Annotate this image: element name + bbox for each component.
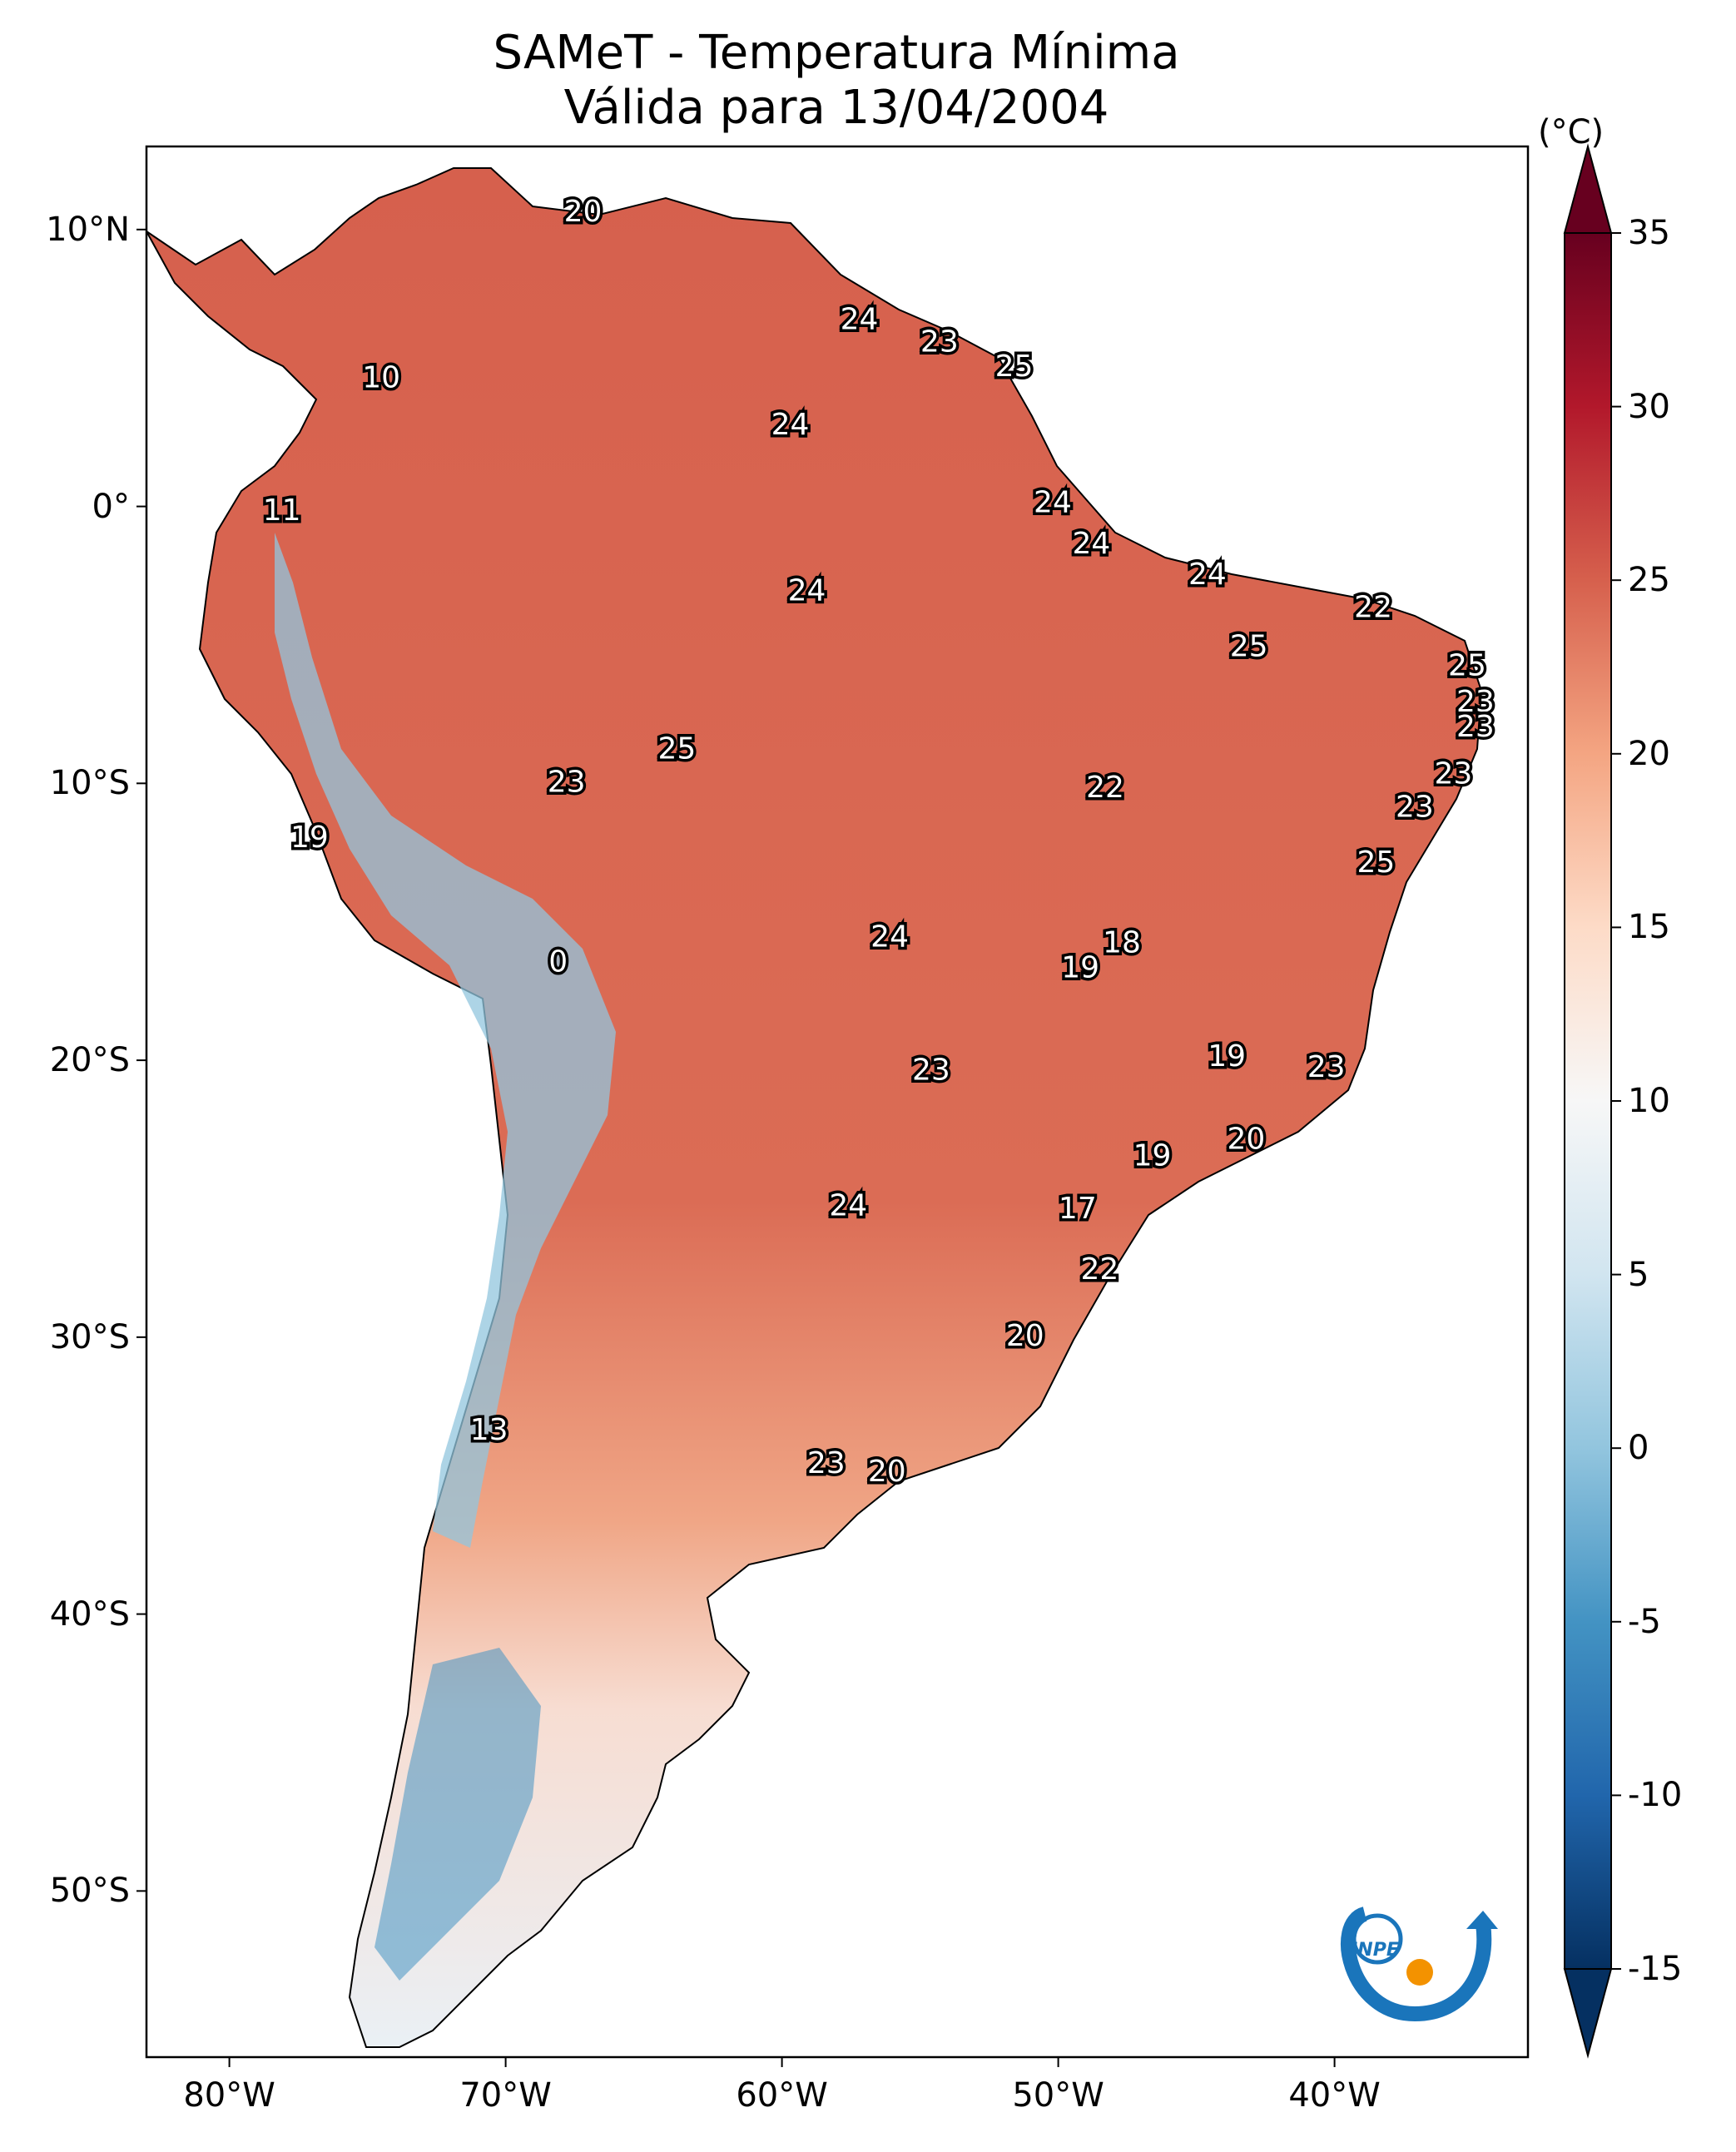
logo-text: INPE [1351, 1940, 1399, 1961]
logo-dot-icon [1406, 1959, 1433, 1986]
colorbar-tick-label: 15 [1628, 908, 1670, 947]
station-temp-label: 23 [1456, 685, 1495, 719]
inpe-logo: INPE [1341, 1907, 1498, 2022]
station-temp-label: 22 [1080, 1252, 1118, 1287]
station-temp-label: 0 [548, 945, 568, 979]
lon-tick-label: 40°W [1288, 2076, 1381, 2115]
station-temp-label: 17 [1059, 1192, 1097, 1226]
station-temp-label: 20 [1006, 1319, 1044, 1353]
station-temp-label: 23 [1396, 790, 1434, 824]
station-temp-label: 24 [829, 1188, 867, 1222]
station-temp-label: 24 [841, 303, 879, 337]
station-temp-label: 23 [1456, 710, 1495, 744]
station-temp-label: 24 [788, 574, 826, 608]
station-temp-label: 25 [658, 731, 697, 766]
lat-tick-label: 30°S [49, 1317, 130, 1356]
station-temp-label: 23 [912, 1053, 950, 1087]
station-temp-label: 24 [870, 920, 909, 955]
logo-arrow-icon [1466, 1911, 1498, 1929]
lon-tick-label: 50°W [1012, 2076, 1104, 2115]
station-temp-label: 19 [1133, 1139, 1172, 1173]
station-temp-label: 24 [1034, 485, 1072, 519]
lat-tick-label: 0° [92, 487, 130, 526]
colorbar [1563, 143, 1621, 2059]
colorbar-tick-label: -15 [1628, 1950, 1683, 1988]
lat-tick-label: 40°S [49, 1594, 130, 1634]
map-tick-marks [136, 228, 1336, 2067]
colorbar-min-extend [1563, 1968, 1613, 2059]
logo-ring-icon [1352, 1913, 1403, 1965]
lon-tick-label: 70°W [459, 2076, 552, 2115]
lon-tick-label: 60°W [736, 2076, 828, 2115]
station-temp-label: 25 [1357, 845, 1395, 880]
lat-tick-label: 10°N [46, 210, 130, 249]
south-america-landmass [146, 167, 1483, 2048]
station-temp-label: 23 [1307, 1050, 1346, 1084]
station-temp-label: 22 [1086, 771, 1124, 805]
map-subtitle: Válida para 13/04/2004 [563, 81, 1109, 135]
station-temp-label: 23 [1434, 756, 1472, 791]
logo-arc-icon [1341, 1907, 1492, 2022]
map-frame [145, 145, 1530, 2059]
colorbar-tick-label: 35 [1628, 214, 1670, 252]
colorbar-tick-label: -10 [1628, 1776, 1683, 1815]
station-temp-label: 19 [1208, 1039, 1246, 1074]
colorbar-tick-label: 0 [1628, 1429, 1649, 1468]
station-temp-label: 23 [807, 1446, 846, 1480]
colorbar-tick-label: 25 [1628, 561, 1670, 600]
station-temp-label: 23 [548, 765, 586, 799]
station-temp-label: 19 [290, 821, 329, 855]
colorbar-tick-label: 30 [1628, 387, 1670, 426]
colorbar-unit: (°C) [1538, 113, 1605, 151]
station-temp-label: 10 [362, 361, 400, 395]
map-title: SAMeT - Temperatura Mínima [493, 26, 1180, 80]
station-temp-label: 22 [1354, 591, 1392, 625]
andes-cold-band [275, 533, 616, 1548]
station-temp-label: 11 [263, 493, 301, 528]
patagonia-cold-area [374, 1648, 541, 1981]
station-temp-label: 25 [1448, 649, 1486, 683]
station-temp-label: 23 [920, 325, 959, 359]
colorbar-tick-label: -5 [1628, 1602, 1661, 1641]
colorbar-max-extend [1563, 143, 1613, 234]
lat-tick-label: 10°S [49, 764, 130, 803]
station-temp-label: 20 [868, 1455, 906, 1489]
lat-tick-label: 50°S [49, 1872, 130, 1911]
colorbar-tick-label: 5 [1628, 1255, 1649, 1294]
colorbar-tick-label: 10 [1628, 1082, 1670, 1120]
station-temp-label: 20 [564, 195, 603, 229]
station-temp-label: 18 [1103, 925, 1141, 959]
station-temp-label: 25 [995, 350, 1034, 384]
station-temp-label: 20 [1227, 1123, 1265, 1157]
colorbar-tick-label: 20 [1628, 734, 1670, 773]
station-temp-label: 25 [1230, 629, 1268, 663]
station-temp-label: 24 [1073, 527, 1111, 561]
lon-tick-label: 80°W [183, 2076, 275, 2115]
station-temp-label: 13 [470, 1413, 508, 1447]
lat-tick-label: 20°S [49, 1041, 130, 1080]
station-temp-label: 24 [771, 408, 810, 442]
station-temp-label: 19 [1061, 950, 1099, 984]
station-temp-label: 24 [1188, 558, 1227, 592]
